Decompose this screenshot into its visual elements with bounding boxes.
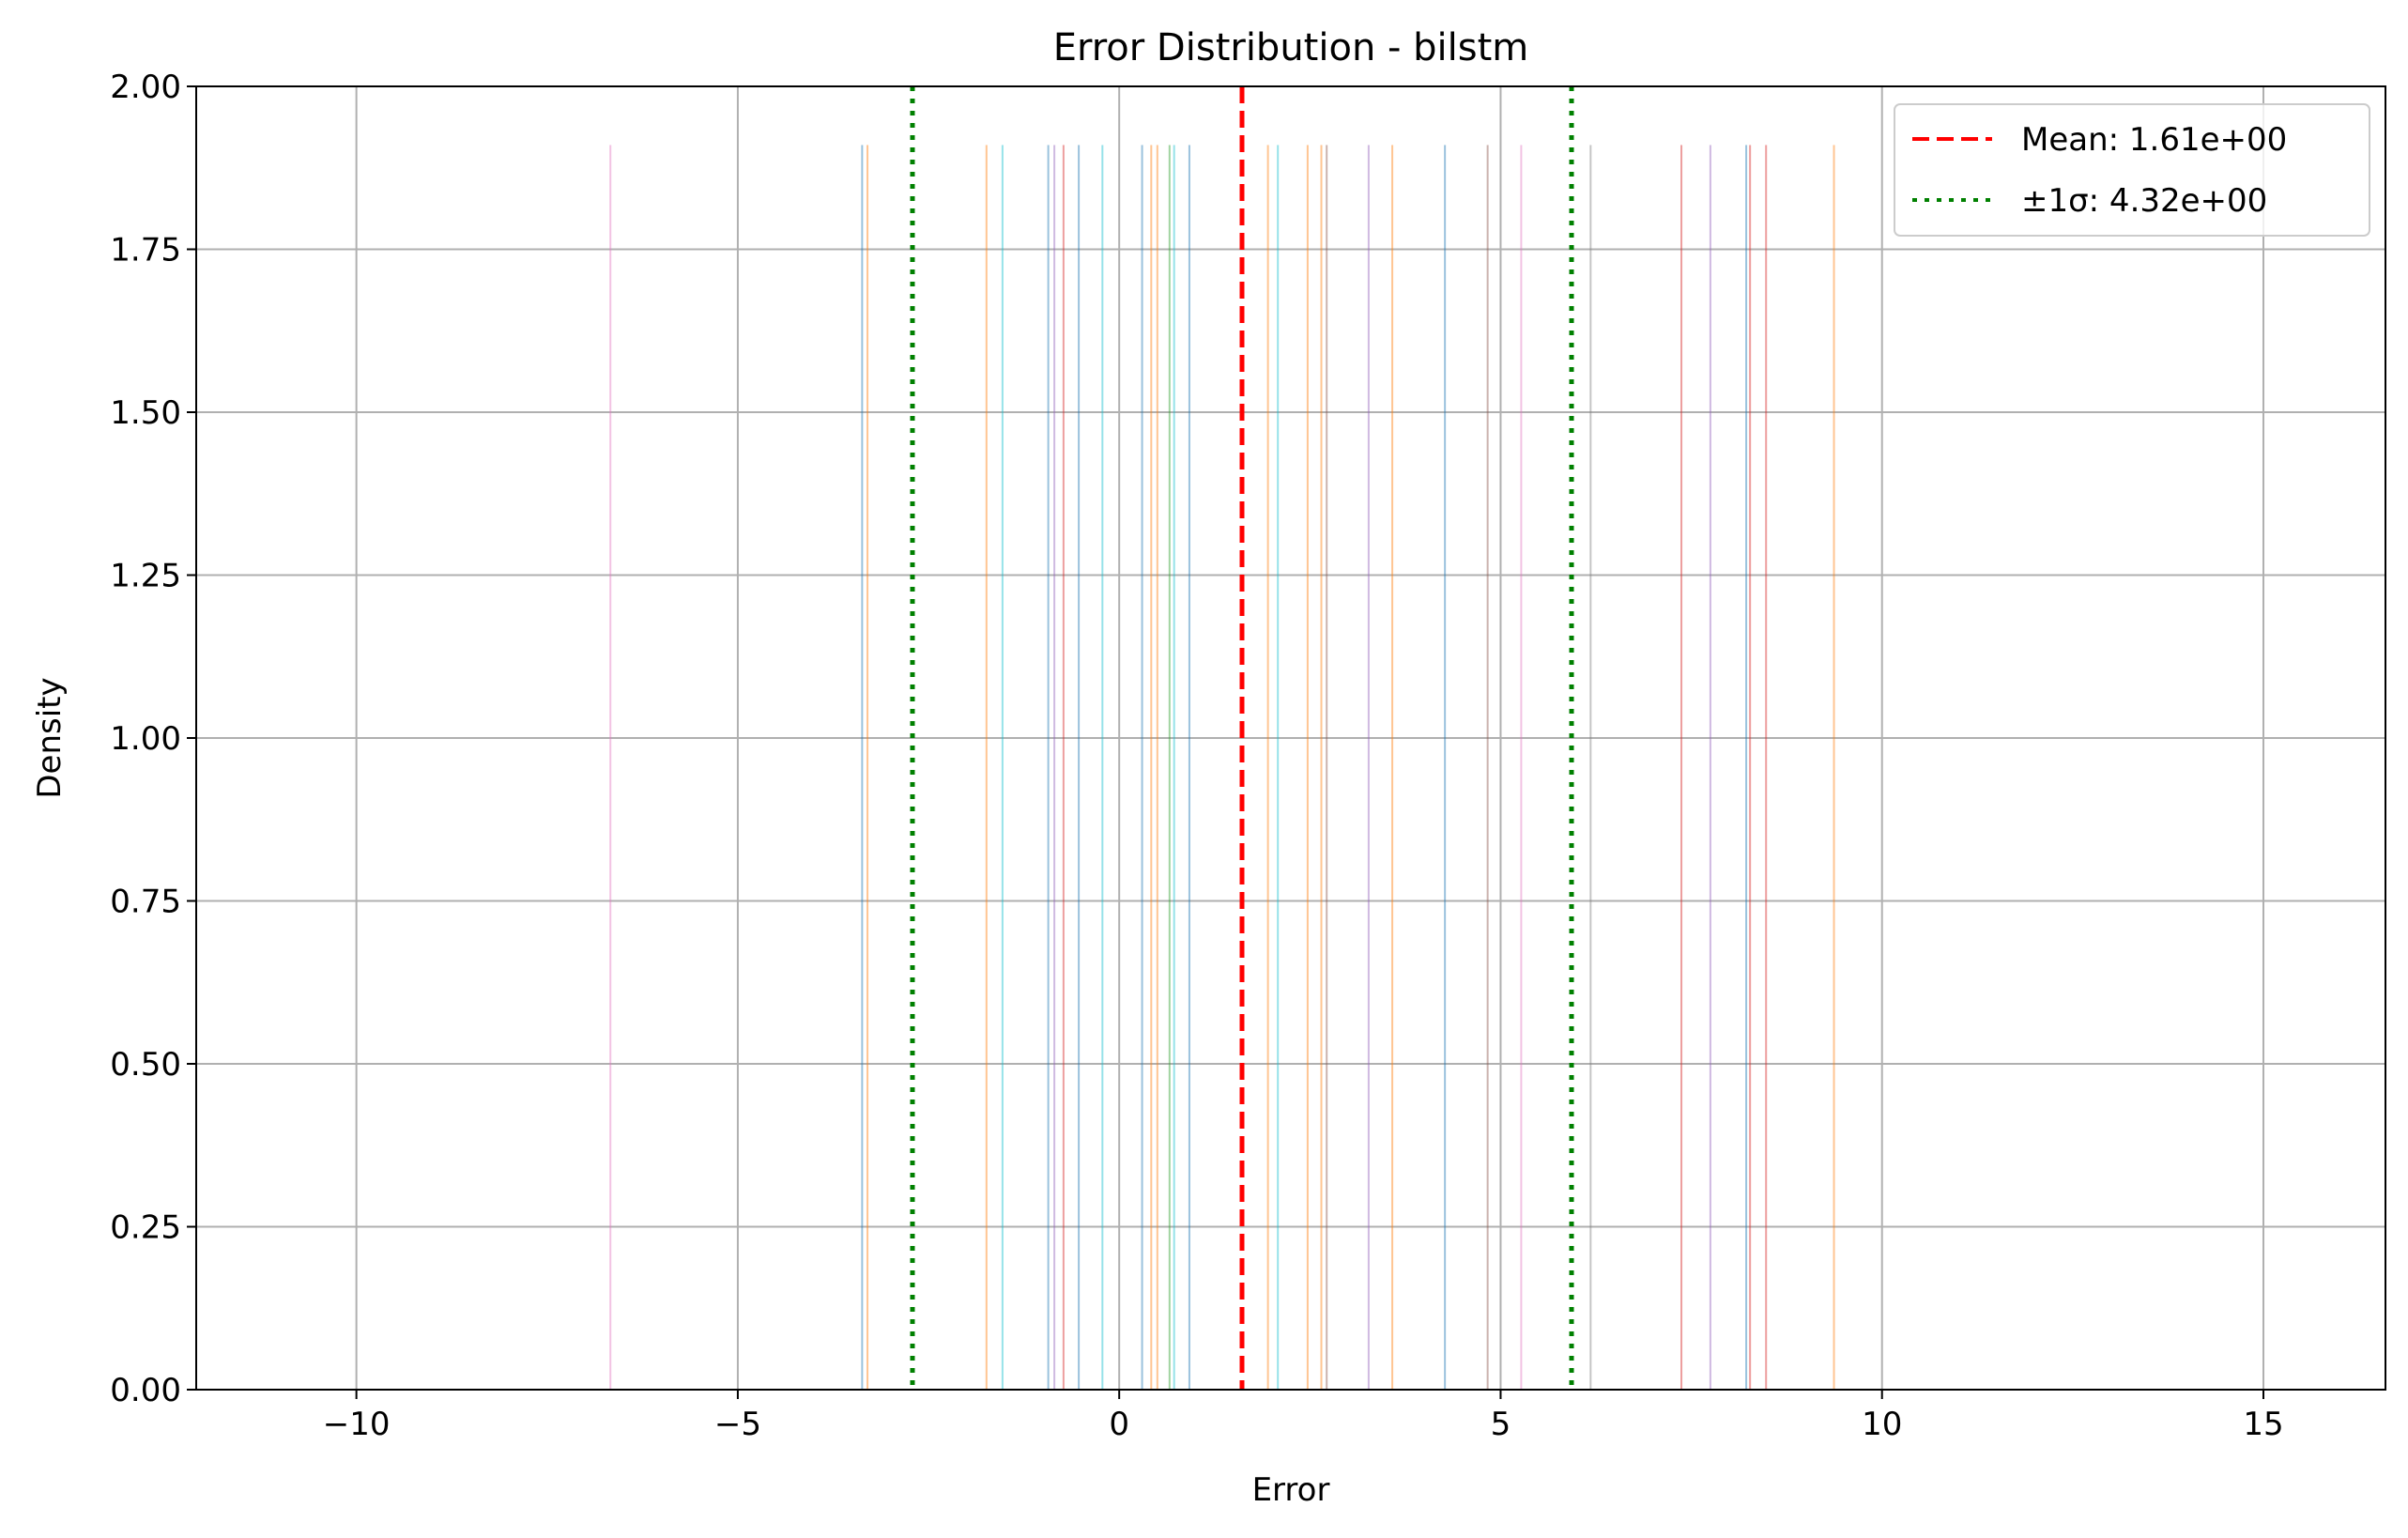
x-tick-label: −5 — [714, 1406, 761, 1443]
x-tick-label: 5 — [1491, 1406, 1511, 1443]
histogram-bar — [1150, 145, 1153, 1391]
histogram-bar — [1709, 145, 1711, 1391]
y-tick-label: 0.50 — [110, 1046, 181, 1084]
legend-sigma-label: ±1σ: 4.32e+00 — [2021, 182, 2267, 220]
histogram-bars — [609, 145, 1835, 1391]
histogram-bar — [1062, 145, 1065, 1391]
y-tick-label: 1.75 — [110, 232, 181, 269]
histogram-bar — [1320, 145, 1323, 1391]
histogram-bar — [1765, 145, 1768, 1391]
histogram-bar — [1168, 145, 1171, 1391]
y-tick-label: 1.00 — [110, 720, 181, 758]
y-tick-label: 1.25 — [110, 558, 181, 595]
histogram-bar — [609, 145, 612, 1391]
histogram-bar — [867, 145, 869, 1391]
histogram-bar — [1078, 145, 1081, 1391]
y-tick-label: 0.00 — [110, 1372, 181, 1409]
histogram-bar — [861, 145, 864, 1391]
histogram-bar — [1680, 145, 1683, 1391]
legend-mean-label: Mean: 1.61e+00 — [2021, 121, 2287, 159]
x-tick-label: 10 — [1862, 1406, 1902, 1443]
y-tick-label: 2.00 — [110, 69, 181, 106]
x-tick-label: 0 — [1109, 1406, 1129, 1443]
histogram-bar — [1444, 145, 1447, 1391]
histogram-bar — [1306, 145, 1309, 1391]
histogram-bar — [1745, 145, 1748, 1391]
histogram-bar — [1391, 145, 1394, 1391]
histogram-bar — [1367, 145, 1370, 1391]
histogram-bar — [1156, 145, 1158, 1391]
reference-lines — [910, 86, 1574, 1390]
x-tick-label: −10 — [323, 1406, 391, 1443]
histogram-bar — [1326, 145, 1328, 1391]
histogram-bar — [1001, 145, 1004, 1391]
x-tick-label: 15 — [2243, 1406, 2283, 1443]
y-tick-label: 0.25 — [110, 1209, 181, 1247]
histogram-bar — [1053, 145, 1056, 1391]
y-axis-label: Density — [31, 677, 69, 798]
histogram-bar — [985, 145, 988, 1391]
y-tick-label: 0.75 — [110, 884, 181, 921]
histogram-bar — [1486, 145, 1489, 1391]
histogram-bar — [1589, 145, 1592, 1391]
histogram-bar — [1101, 145, 1104, 1391]
histogram-bar — [1188, 145, 1190, 1391]
chart-title: Error Distribution - bilstm — [1053, 26, 1529, 69]
histogram-bar — [1266, 145, 1269, 1391]
histogram-bar — [1749, 145, 1752, 1391]
histogram-bar — [1520, 145, 1523, 1391]
histogram-bar — [1141, 145, 1143, 1391]
histogram-bar — [1833, 145, 1835, 1391]
y-tick-label: 1.50 — [110, 394, 181, 432]
x-axis-label: Error — [1252, 1471, 1330, 1509]
histogram-bar — [1047, 145, 1050, 1391]
histogram-bar — [1173, 145, 1175, 1391]
grid-lines — [196, 85, 2385, 1391]
histogram-bar — [1277, 145, 1280, 1391]
legend: Mean: 1.61e+00 ±1σ: 4.32e+00 — [1894, 103, 2370, 237]
axis-ticks: −10 −5 0 5 10 15 0.00 0.25 0.50 0.75 1.00 1.25 1.50 1… — [110, 69, 2283, 1443]
legend-box — [1894, 103, 2370, 237]
